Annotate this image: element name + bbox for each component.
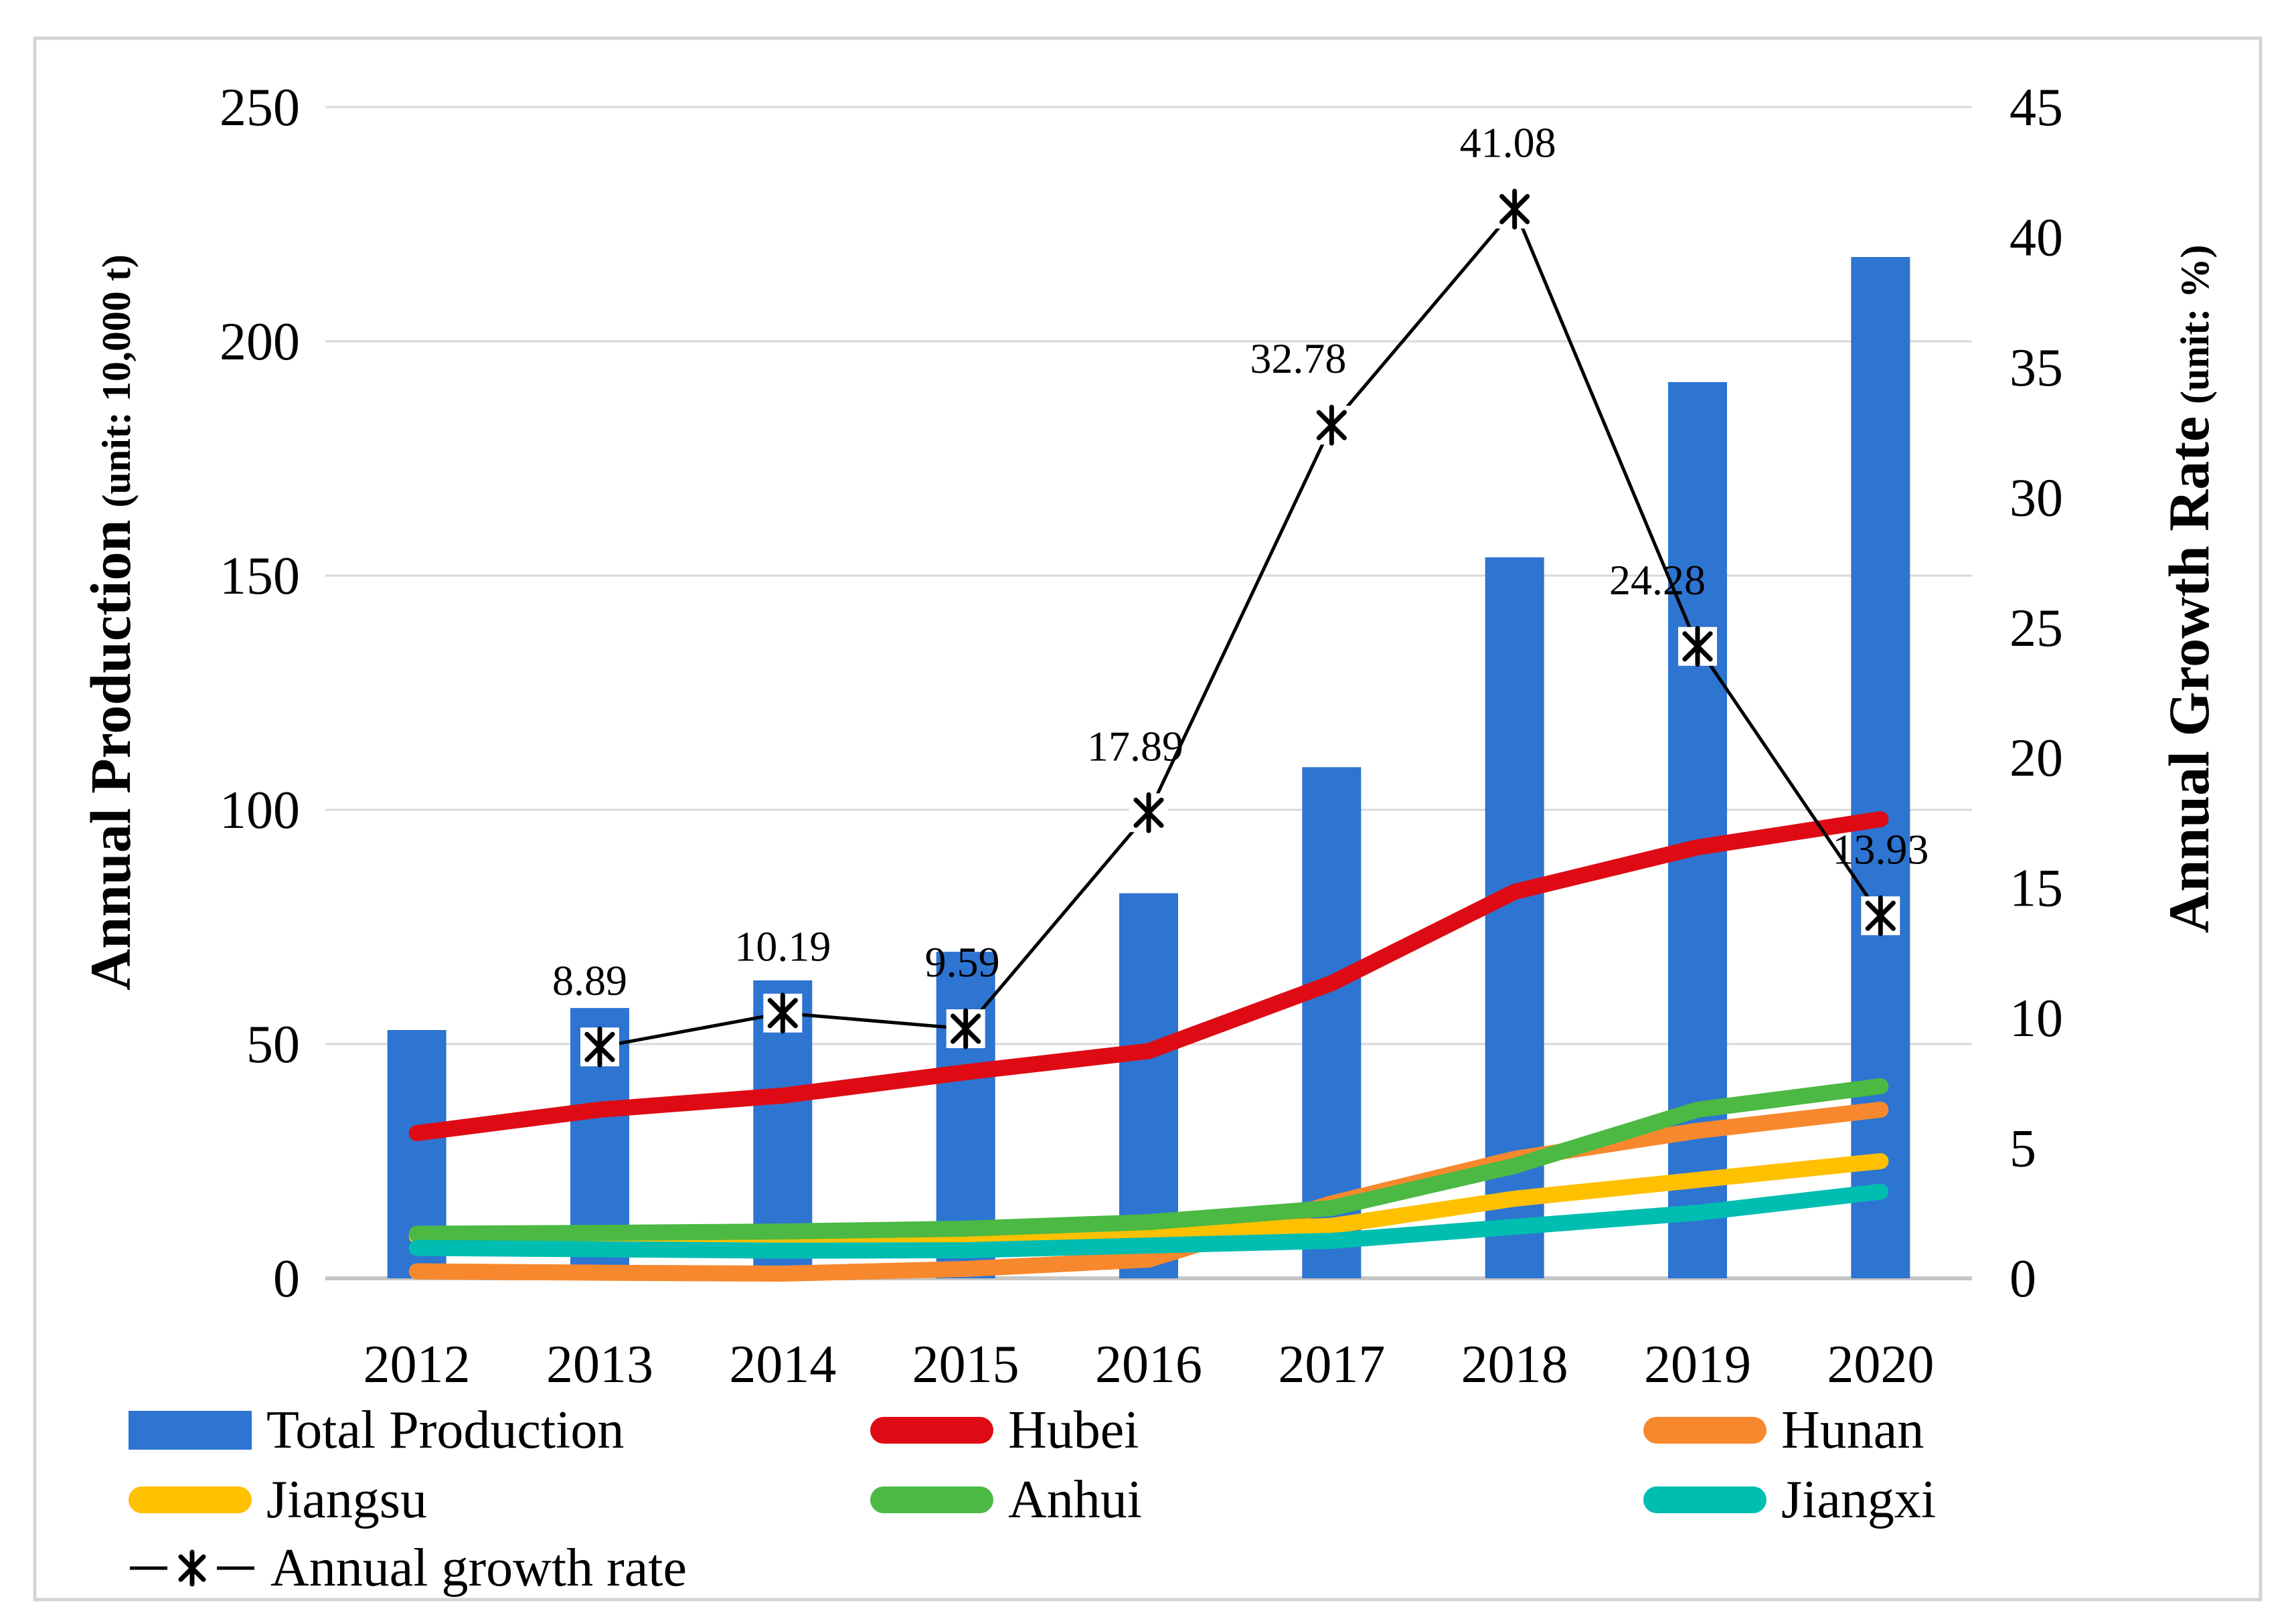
asterisk-marker-icon <box>1865 895 1896 936</box>
growth-rate-label-2015: 9.59 <box>925 938 1000 986</box>
left-axis-tick-0: 0 <box>273 1250 300 1308</box>
legend-label: Anhui <box>1008 1470 1142 1529</box>
x-axis-label-2013: 2013 <box>546 1335 653 1394</box>
x-axis-label-2018: 2018 <box>1461 1335 1568 1394</box>
left-axis-tick-200: 200 <box>220 313 300 371</box>
asterisk-marker-icon <box>1682 626 1713 667</box>
x-axis-label-2015: 2015 <box>912 1335 1019 1394</box>
x-axis-label-2014: 2014 <box>729 1335 836 1394</box>
legend-swatch-line-icon <box>870 1486 993 1513</box>
legend-item-anhui[interactable]: Anhui <box>870 1470 1142 1530</box>
asterisk-marker-icon <box>951 1008 981 1049</box>
right-axis-tick-20: 20 <box>2010 729 2063 788</box>
right-axis-tick-10: 10 <box>2010 989 2063 1048</box>
growth-rate-label-2016: 17.89 <box>1087 722 1183 770</box>
right-axis-tick-0: 0 <box>2010 1250 2036 1308</box>
figure-border <box>33 36 2263 1602</box>
left-axis-tick-50: 50 <box>246 1015 300 1074</box>
legend-swatch-growth-line-icon <box>130 1549 254 1587</box>
legend-label: Jiangxi <box>1781 1470 1937 1529</box>
x-axis-label-2020: 2020 <box>1827 1335 1934 1394</box>
legend-swatch-line-icon <box>129 1486 252 1513</box>
growth-rate-label-2014: 10.19 <box>734 923 831 970</box>
anhui-line[interactable] <box>408 1078 1889 1242</box>
right-axis-unit-text: (unit: %) <box>2173 244 2217 404</box>
jiangxi-line[interactable] <box>408 1183 1889 1259</box>
right-axis-title-text: Annual Growth Rate <box>2157 416 2221 934</box>
asterisk-marker-icon <box>1316 404 1347 446</box>
right-axis-tick-30: 30 <box>2010 468 2063 527</box>
asterisk-marker-icon <box>1133 792 1164 833</box>
legend-item-hubei[interactable]: Hubei <box>870 1400 1139 1460</box>
right-axis-tick-15: 15 <box>2010 859 2063 918</box>
x-axis-label-2019: 2019 <box>1644 1335 1751 1394</box>
legend-label: Jiangsu <box>266 1470 427 1529</box>
annual-growth-rate-line[interactable] <box>599 205 1882 1049</box>
legend-item-annual-growth-rate[interactable]: Annual growth rate <box>129 1538 687 1598</box>
growth-rate-label-2018: 41.08 <box>1460 118 1556 166</box>
asterisk-marker-icon <box>767 993 798 1034</box>
right-axis-tick-40: 40 <box>2010 208 2063 267</box>
legend-label: Hubei <box>1008 1400 1139 1460</box>
left-axis-title: Annual Production (unit: 10,000 t) <box>77 187 171 1057</box>
bar-2020[interactable] <box>1851 257 1910 1278</box>
left-axis-tick-100: 100 <box>220 781 300 840</box>
growth-rate-label-2020: 13.93 <box>1832 825 1929 873</box>
asterisk-marker-icon <box>1499 188 1530 230</box>
hunan-line[interactable] <box>408 1102 1889 1282</box>
x-axis-label-2017: 2017 <box>1278 1335 1385 1394</box>
asterisk-marker-icon <box>584 1026 615 1068</box>
right-axis-tick-35: 35 <box>2010 339 2063 398</box>
right-axis-tick-5: 5 <box>2010 1120 2036 1179</box>
legend-swatch-line-icon <box>1643 1486 1767 1513</box>
legend-swatch-line-icon <box>1643 1417 1767 1444</box>
legend-item-total-production[interactable]: Total Production <box>129 1400 624 1460</box>
right-axis-tick-25: 25 <box>2010 599 2063 658</box>
bar-2019[interactable] <box>1668 381 1727 1278</box>
legend-item-jiangsu[interactable]: Jiangsu <box>129 1470 427 1530</box>
legend-label: Total Production <box>266 1400 625 1460</box>
right-axis-tick-45: 45 <box>2010 78 2063 137</box>
hubei-line[interactable] <box>408 811 1889 1141</box>
legend-swatch-line-icon <box>870 1417 993 1444</box>
left-axis-tick-150: 150 <box>220 547 300 606</box>
growth-rate-label-2019: 24.28 <box>1609 556 1706 604</box>
left-axis-unit-text: (unit: 10,000 t) <box>94 254 139 508</box>
right-axis-title: Annual Growth Rate (unit: %) <box>2155 154 2249 1024</box>
legend-label: Annual growth rate <box>270 1538 687 1598</box>
left-axis-tick-250: 250 <box>220 78 300 137</box>
left-axis-title-text: Annual Production <box>78 519 143 991</box>
annual-growth-rate-series: 8.89 10.19 9.59 17.89 32.78 41.08 24.28 13.93 <box>552 118 1929 1068</box>
legend-label: Hunan <box>1781 1400 1924 1460</box>
legend-swatch-bar-icon <box>129 1411 252 1450</box>
x-axis-label-2012: 2012 <box>363 1335 471 1394</box>
legend-item-hunan[interactable]: Hunan <box>1643 1400 1924 1460</box>
growth-rate-label-2013: 8.89 <box>552 956 627 1004</box>
x-axis-label-2016: 2016 <box>1095 1335 1202 1394</box>
growth-rate-label-2017: 32.78 <box>1250 335 1346 382</box>
legend-item-jiangxi[interactable]: Jiangxi <box>1643 1470 1936 1530</box>
